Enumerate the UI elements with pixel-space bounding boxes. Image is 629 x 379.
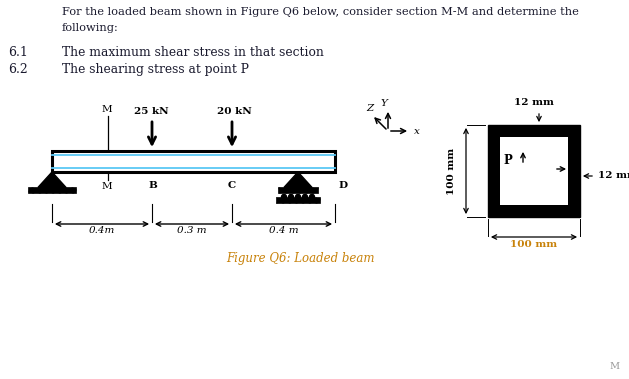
- Text: 100 mm: 100 mm: [447, 147, 456, 194]
- Text: The shearing stress at point P: The shearing stress at point P: [62, 63, 249, 76]
- Text: C: C: [228, 181, 236, 190]
- Bar: [52, 151, 335, 172]
- Text: M: M: [102, 105, 113, 114]
- Text: 6.2: 6.2: [8, 63, 28, 76]
- Text: 100 mm: 100 mm: [511, 240, 557, 249]
- Bar: [28, 187, 76, 193]
- Text: x: x: [414, 127, 420, 136]
- Bar: [488, 125, 580, 217]
- Text: The maximum shear stress in that section: The maximum shear stress in that section: [62, 46, 324, 59]
- Text: D: D: [338, 181, 347, 190]
- Circle shape: [309, 194, 314, 199]
- Text: 0.4 m: 0.4 m: [269, 226, 298, 235]
- Text: Y: Y: [381, 99, 387, 108]
- Text: 12 mm: 12 mm: [514, 98, 554, 107]
- Text: B: B: [148, 181, 157, 190]
- Bar: [278, 187, 318, 193]
- Text: following:: following:: [62, 23, 119, 33]
- Bar: [276, 197, 320, 204]
- Text: M: M: [102, 182, 113, 191]
- Text: 6.1: 6.1: [8, 46, 28, 59]
- Text: For the loaded beam shown in Figure Q6 below, consider section M-M and determine: For the loaded beam shown in Figure Q6 b…: [62, 7, 579, 17]
- Text: A: A: [44, 181, 52, 190]
- Circle shape: [282, 194, 286, 199]
- Text: 25 kN: 25 kN: [134, 107, 169, 116]
- Text: Figure Q6: Loaded beam: Figure Q6: Loaded beam: [226, 252, 374, 265]
- Text: 20 kN: 20 kN: [217, 107, 252, 116]
- Circle shape: [303, 194, 308, 199]
- Text: 0.4m: 0.4m: [89, 226, 115, 235]
- Text: 12 mm: 12 mm: [598, 172, 629, 180]
- Circle shape: [296, 194, 301, 199]
- Text: 0.3 m: 0.3 m: [177, 226, 207, 235]
- Circle shape: [289, 194, 294, 199]
- Polygon shape: [38, 172, 66, 187]
- Polygon shape: [284, 172, 312, 187]
- Text: Z: Z: [366, 104, 373, 113]
- Bar: [500, 137, 568, 205]
- Text: P: P: [503, 155, 512, 168]
- Text: M: M: [610, 362, 620, 371]
